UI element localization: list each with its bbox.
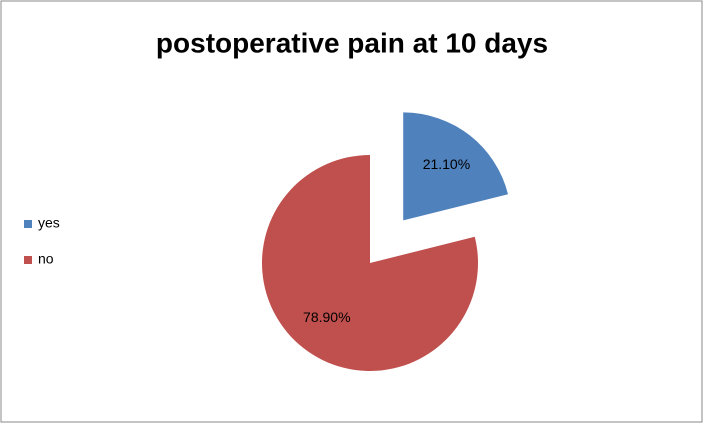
legend-swatch xyxy=(24,256,32,264)
legend-swatch xyxy=(24,220,32,228)
pie-slice xyxy=(262,155,479,371)
pie-slice xyxy=(403,112,509,221)
data-label: 21.10% xyxy=(423,156,470,172)
legend-label: yes xyxy=(38,215,60,231)
data-label: 78.90% xyxy=(303,309,350,325)
legend-label: no xyxy=(38,251,54,267)
chart-title: postoperative pain at 10 days xyxy=(156,27,548,58)
